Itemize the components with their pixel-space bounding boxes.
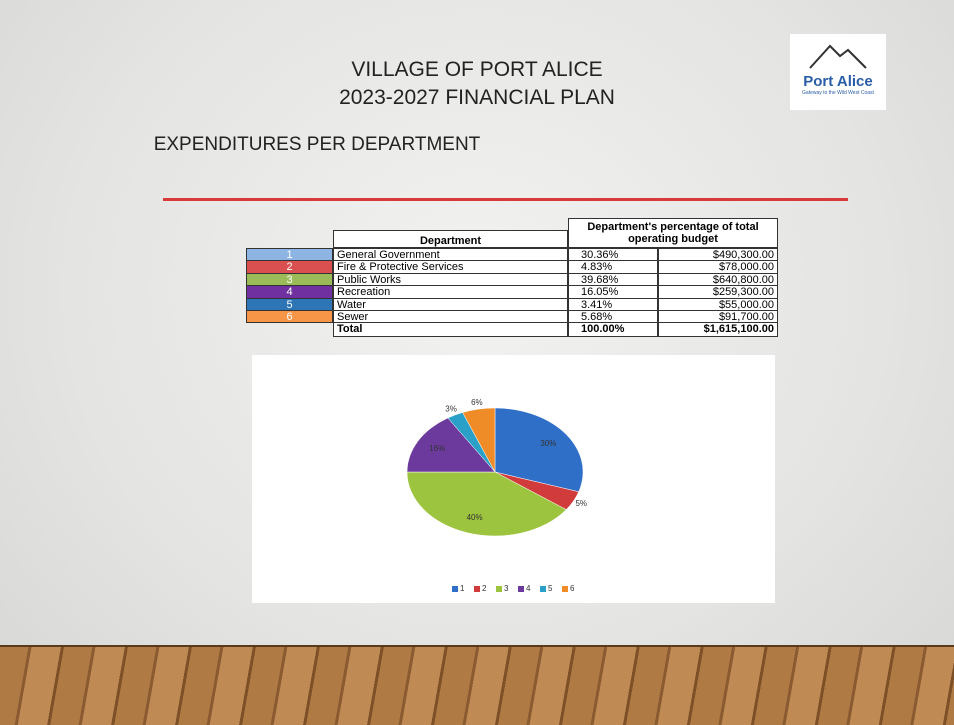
slice-label: 6% — [471, 398, 483, 407]
slice-label: 30% — [540, 439, 556, 448]
slice-label: 5% — [575, 499, 587, 508]
legend-label: 3 — [504, 584, 509, 593]
total-label: Total — [333, 322, 568, 337]
slice-label: 3% — [445, 404, 457, 413]
legend-label: 4 — [526, 584, 531, 593]
legend-label: 2 — [482, 584, 487, 593]
floor — [0, 645, 954, 725]
total-amount: $1,615,100.00 — [658, 322, 778, 337]
percentage: 3.41% — [568, 297, 658, 311]
amount: $490,300.00 — [658, 248, 778, 262]
department: Water — [333, 297, 568, 311]
subtitle: EXPENDITURES PER DEPARTMENT — [153, 134, 481, 155]
pie-slice — [406, 417, 496, 473]
legend-swatch — [562, 586, 568, 592]
pie-slice — [494, 407, 584, 493]
divider — [163, 198, 848, 201]
row-number: 5 — [246, 297, 333, 311]
amount: $78,000.00 — [658, 260, 778, 274]
department: Fire & Protective Services — [333, 260, 568, 274]
percentage: 16.05% — [568, 285, 658, 299]
logo: Port Alice Gateway to the Wild West Coas… — [790, 34, 886, 110]
logo-name: Port Alice — [803, 73, 873, 90]
amount: $259,300.00 — [658, 285, 778, 299]
percentage: 39.68% — [568, 272, 658, 287]
header-cell: Department — [333, 230, 568, 248]
percentage: 4.83% — [568, 260, 658, 274]
amount: $91,700.00 — [658, 310, 778, 324]
pie-slice — [406, 471, 567, 537]
logo-mountains — [809, 44, 867, 69]
legend-swatch — [540, 586, 546, 592]
row-number: 3 — [246, 272, 333, 287]
pie-chart: 30% 5% 40% 16% 3% 6% 1 2 3 4 5 6 — [406, 398, 587, 593]
row-number: 6 — [246, 310, 333, 324]
department: Public Works — [333, 272, 568, 287]
title: 2023-2027 FINANCIAL PLAN — [339, 86, 615, 109]
legend-label: 1 — [460, 584, 465, 593]
logo-tagline: Gateway to the Wild West Coast — [802, 90, 874, 96]
amount: $55,000.00 — [658, 297, 778, 311]
department: General Government — [333, 248, 568, 262]
title: VILLAGE OF PORT ALICE — [351, 58, 603, 81]
slice-label: 16% — [429, 444, 445, 453]
legend-swatch — [474, 586, 480, 592]
department: Sewer — [333, 310, 568, 324]
row-number: 1 — [246, 248, 333, 262]
department: Recreation — [333, 285, 568, 299]
legend-swatch — [518, 586, 524, 592]
chart-area: 30% 5% 40% 16% 3% 6% 1 2 3 4 5 6 — [252, 355, 775, 603]
pie-slice — [462, 407, 496, 473]
total-percentage: 100.00% — [568, 322, 658, 337]
percentage: 5.68% — [568, 310, 658, 324]
row-number: 2 — [246, 260, 333, 274]
legend-swatch — [496, 586, 502, 592]
amount: $640,800.00 — [658, 272, 778, 287]
slice-label: 40% — [467, 513, 483, 522]
legend-label: 6 — [570, 584, 575, 593]
legend-label: 5 — [548, 584, 553, 593]
percentage: 30.36% — [568, 248, 658, 262]
legend-swatch — [452, 586, 458, 592]
row-number: 4 — [246, 285, 333, 299]
header-cell: Department's percentage of total operati… — [568, 218, 778, 248]
